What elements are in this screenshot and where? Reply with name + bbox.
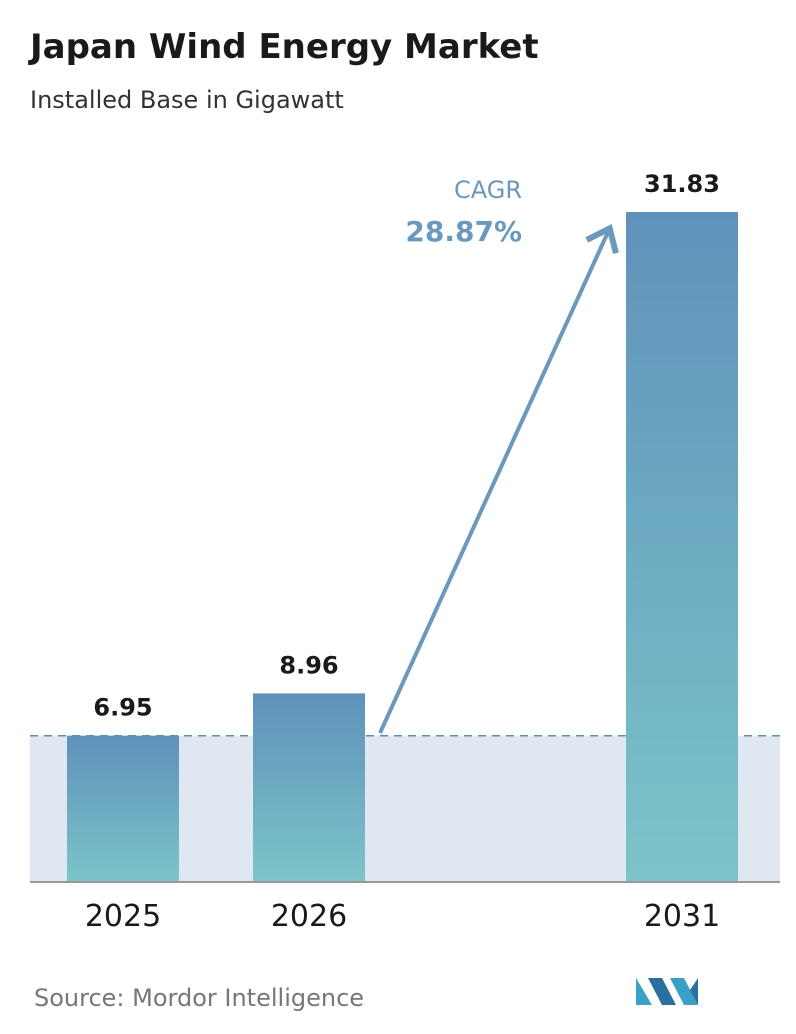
- bar: [67, 735, 179, 882]
- value-label: 6.95: [93, 694, 152, 722]
- chart-subtitle: Installed Base in Gigawatt: [30, 86, 344, 114]
- cagr-label: CAGR: [454, 176, 522, 204]
- x-tick-label: 2026: [271, 899, 347, 934]
- value-label: 8.96: [279, 651, 338, 679]
- bar: [626, 212, 738, 882]
- x-tick-label: 2025: [85, 899, 161, 934]
- source: Source: Mordor Intelligence: [34, 984, 364, 1012]
- x-tick-label: 2031: [644, 899, 720, 934]
- logo: [636, 978, 698, 1005]
- plot-area: 6.95 2025 8.96 2026 31.83 2031: [30, 170, 780, 934]
- chart-title: Japan Wind Energy Market: [28, 27, 539, 67]
- cagr-value: 28.87%: [405, 215, 522, 248]
- value-label: 31.83: [644, 170, 720, 198]
- bar: [253, 693, 365, 882]
- cagr-arrow: [378, 223, 619, 734]
